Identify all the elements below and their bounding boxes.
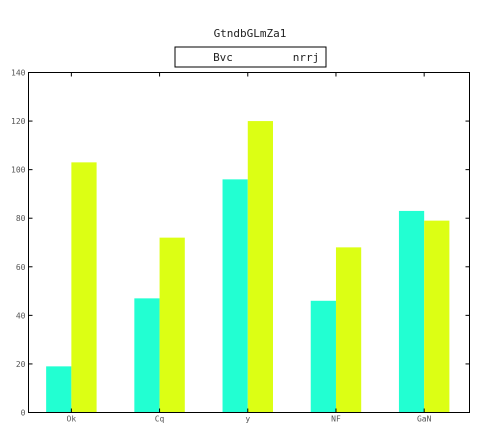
bar-2-cq	[159, 237, 185, 413]
x-tick-label: Ok	[67, 415, 77, 424]
legend: Bvc nrrj	[174, 46, 327, 68]
chart-title: GtndbGLmZa1	[214, 27, 287, 40]
legend-label-series-2: nrrj	[293, 51, 320, 64]
x-tick-label: Cq	[155, 415, 165, 424]
x-axis: Ok Cq y NF GaN	[67, 72, 432, 424]
bars-group	[46, 121, 450, 413]
y-axis: 0 20 40 60 80 100 120 140	[11, 69, 470, 418]
y-tick-label: 140	[11, 69, 26, 78]
bar-1-y	[222, 179, 248, 413]
x-tick-label: y	[245, 415, 250, 424]
x-tick-label: GaN	[417, 415, 432, 424]
y-tick-label: 60	[16, 263, 26, 272]
y-tick-label: 0	[21, 409, 26, 418]
legend-label-series-1: Bvc	[213, 51, 233, 64]
plot-frame	[28, 72, 470, 413]
y-tick-label: 80	[16, 214, 26, 223]
bar-1-gan	[398, 210, 425, 413]
bar-1-ok	[46, 366, 72, 413]
bar-2-nf	[335, 247, 362, 413]
bar-1-nf	[310, 300, 336, 413]
y-tick-label: 20	[16, 360, 26, 369]
bar-1-cq	[134, 298, 160, 413]
bar-2-ok	[71, 162, 97, 413]
y-tick-label: 100	[11, 166, 26, 175]
x-tick-label: NF	[331, 415, 341, 424]
bar-2-y	[247, 121, 273, 413]
bar-2-gan	[424, 220, 450, 413]
y-tick-label: 120	[11, 117, 26, 126]
legend-box	[174, 46, 327, 68]
y-tick-label: 40	[16, 311, 26, 320]
